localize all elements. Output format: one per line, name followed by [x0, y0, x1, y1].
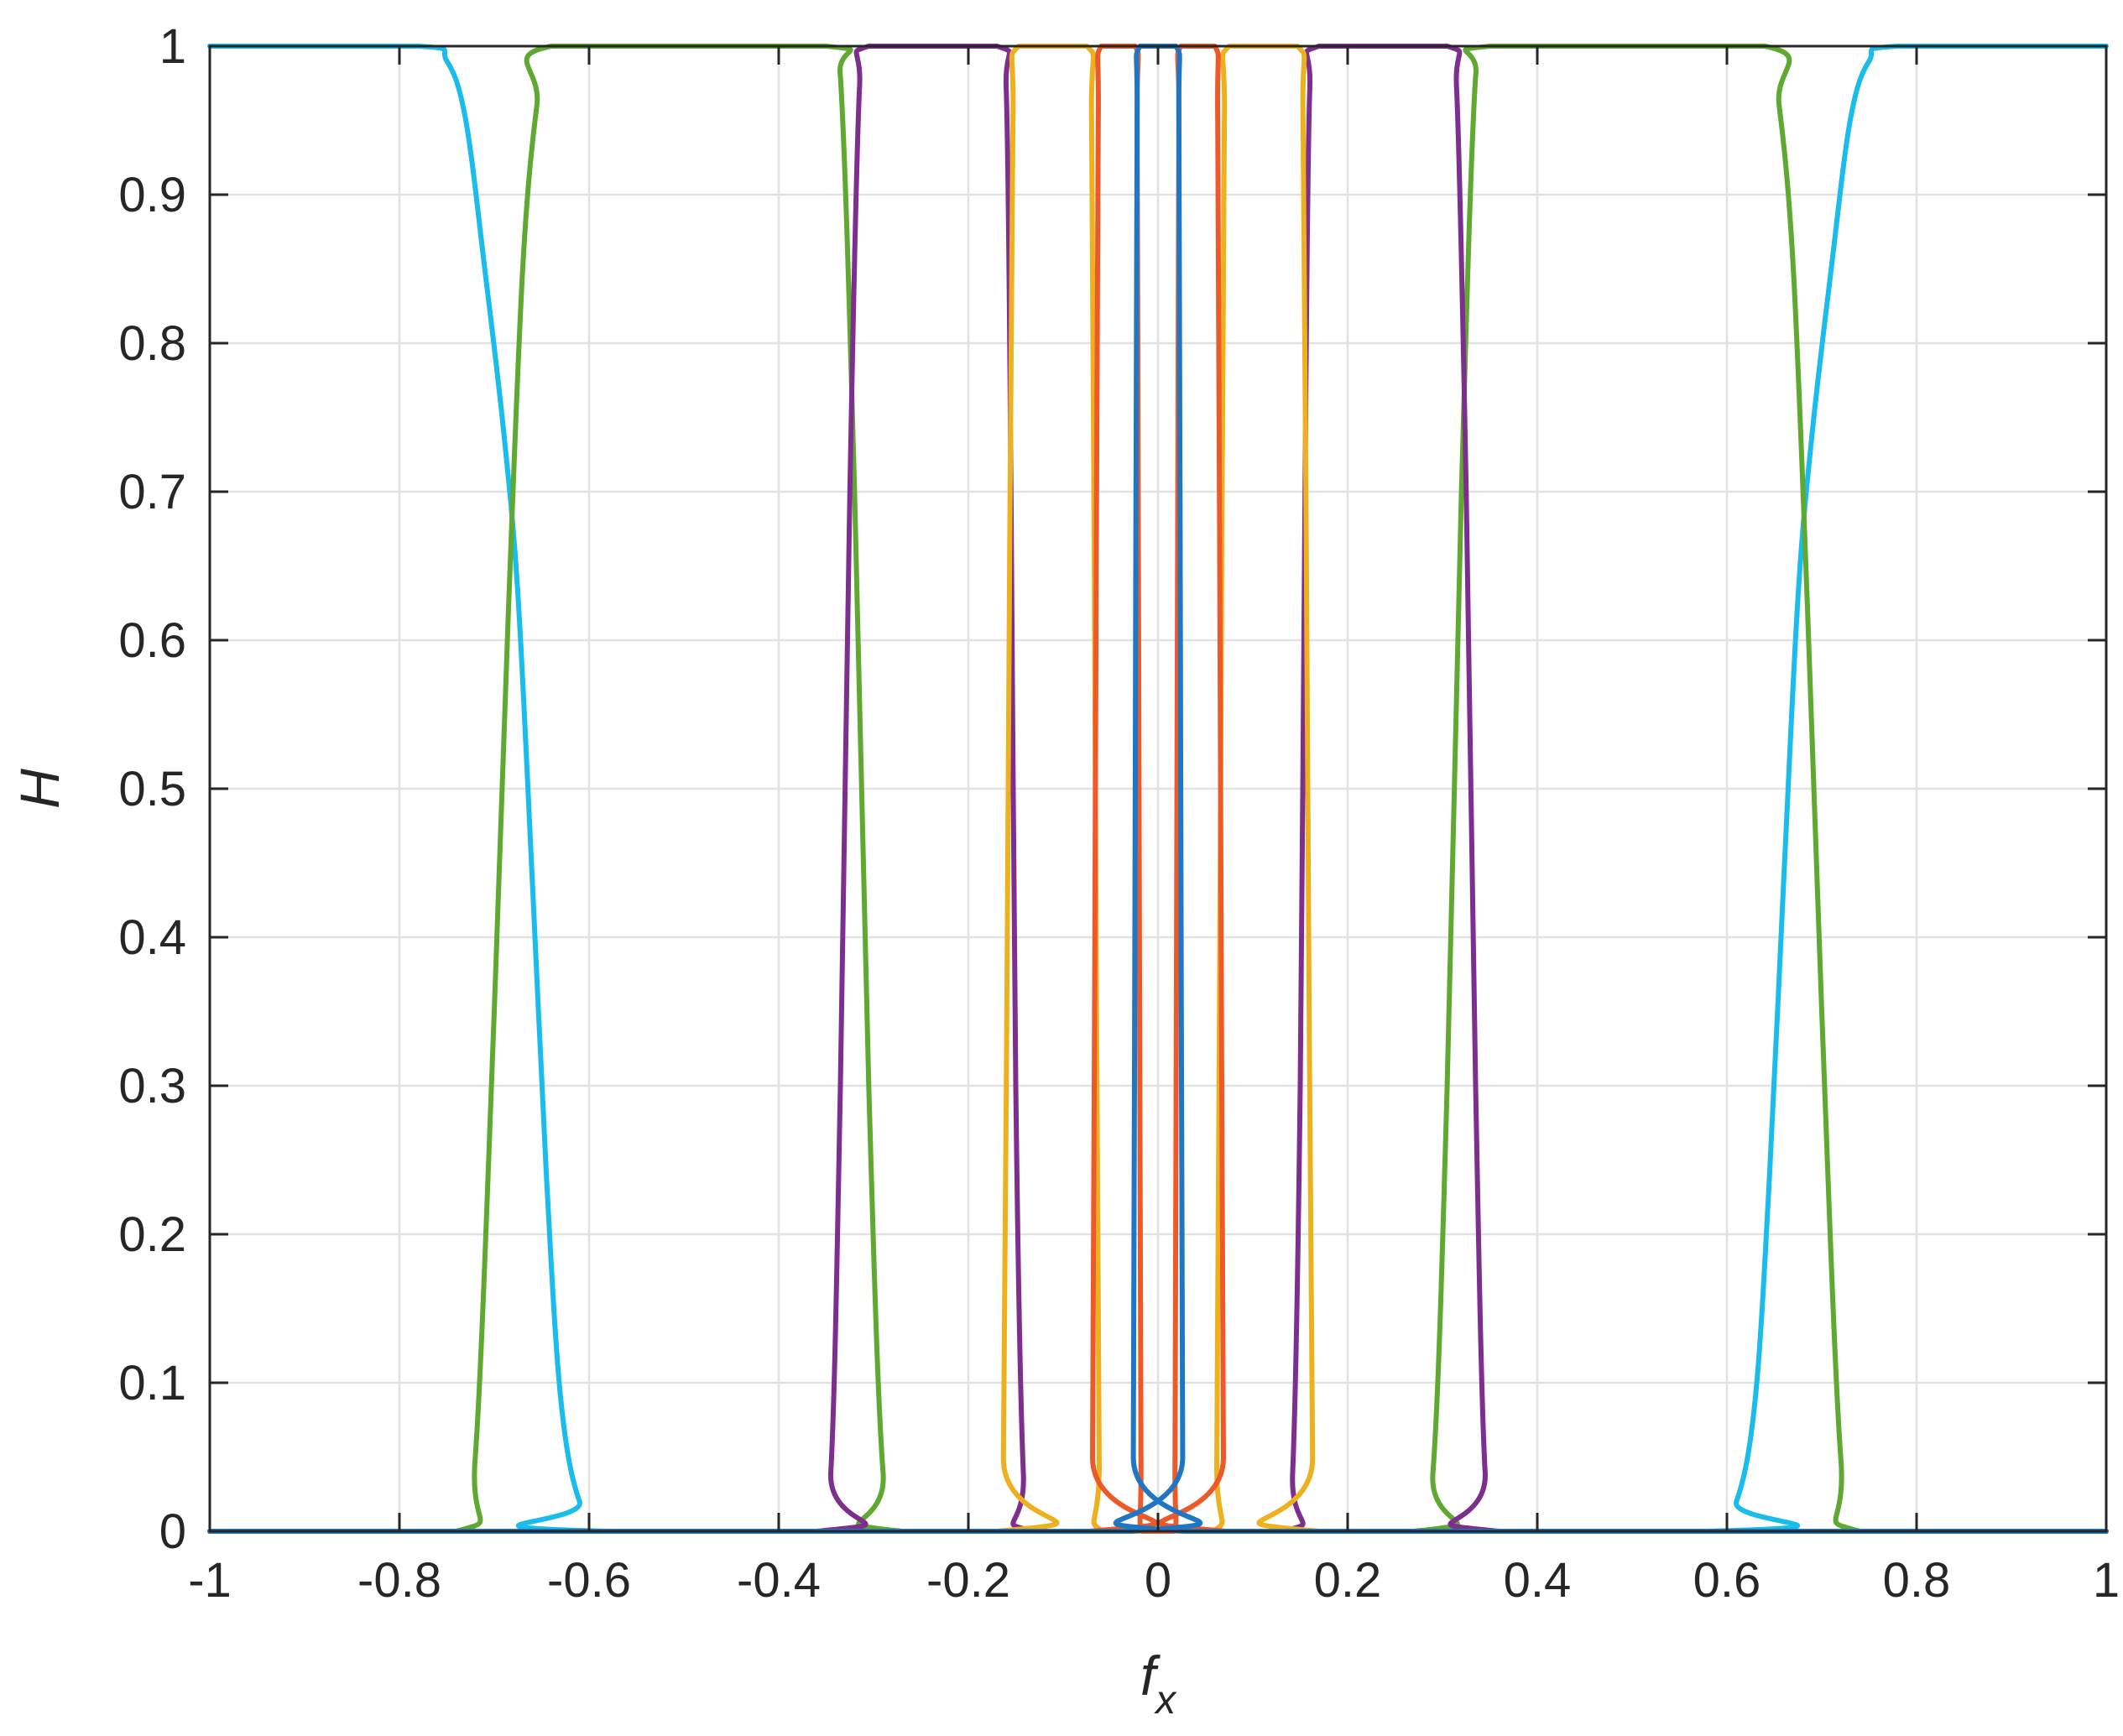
- y-tick-label: 0.5: [118, 762, 186, 816]
- y-tick-label: 0.3: [118, 1059, 186, 1113]
- y-tick-label: 0.1: [118, 1356, 186, 1410]
- x-tick-label: -0.8: [357, 1553, 441, 1608]
- x-axis-label-subscript: x: [1154, 1678, 1177, 1723]
- y-tick-label: 1: [159, 19, 186, 74]
- x-tick-label: -0.4: [737, 1553, 821, 1608]
- y-axis-label: H: [8, 769, 70, 809]
- y-tick-label: 0.6: [118, 613, 186, 668]
- y-tick-label: 0: [159, 1504, 186, 1559]
- x-tick-label: 0.8: [1883, 1553, 1951, 1608]
- y-tick-label: 0.7: [118, 465, 186, 519]
- x-tick-label: 1: [2093, 1553, 2120, 1608]
- x-tick-label: -0.2: [926, 1553, 1010, 1608]
- x-tick-label: -0.6: [547, 1553, 631, 1608]
- x-tick-label: 0.6: [1693, 1553, 1761, 1608]
- y-tick-label: 0.4: [118, 910, 186, 965]
- x-tick-label: -1: [188, 1553, 232, 1608]
- x-tick-labels: -1 -0.8 -0.6 -0.4 -0.2 0 0.2 0.4 0.6 0.8 1: [188, 1553, 2120, 1608]
- y-tick-label: 0.9: [118, 168, 186, 222]
- axis-ticks: [208, 44, 2108, 1533]
- x-tick-label: 0.4: [1504, 1553, 1572, 1608]
- y-tick-label: 0.8: [118, 316, 186, 371]
- y-tick-labels: 0 0.1 0.2 0.3 0.4 0.5 0.6 0.7 0.8 0.9 1: [118, 19, 186, 1559]
- y-tick-label: 0.2: [118, 1207, 186, 1262]
- x-tick-label: 0: [1145, 1553, 1171, 1608]
- x-tick-label: 0.2: [1314, 1553, 1382, 1608]
